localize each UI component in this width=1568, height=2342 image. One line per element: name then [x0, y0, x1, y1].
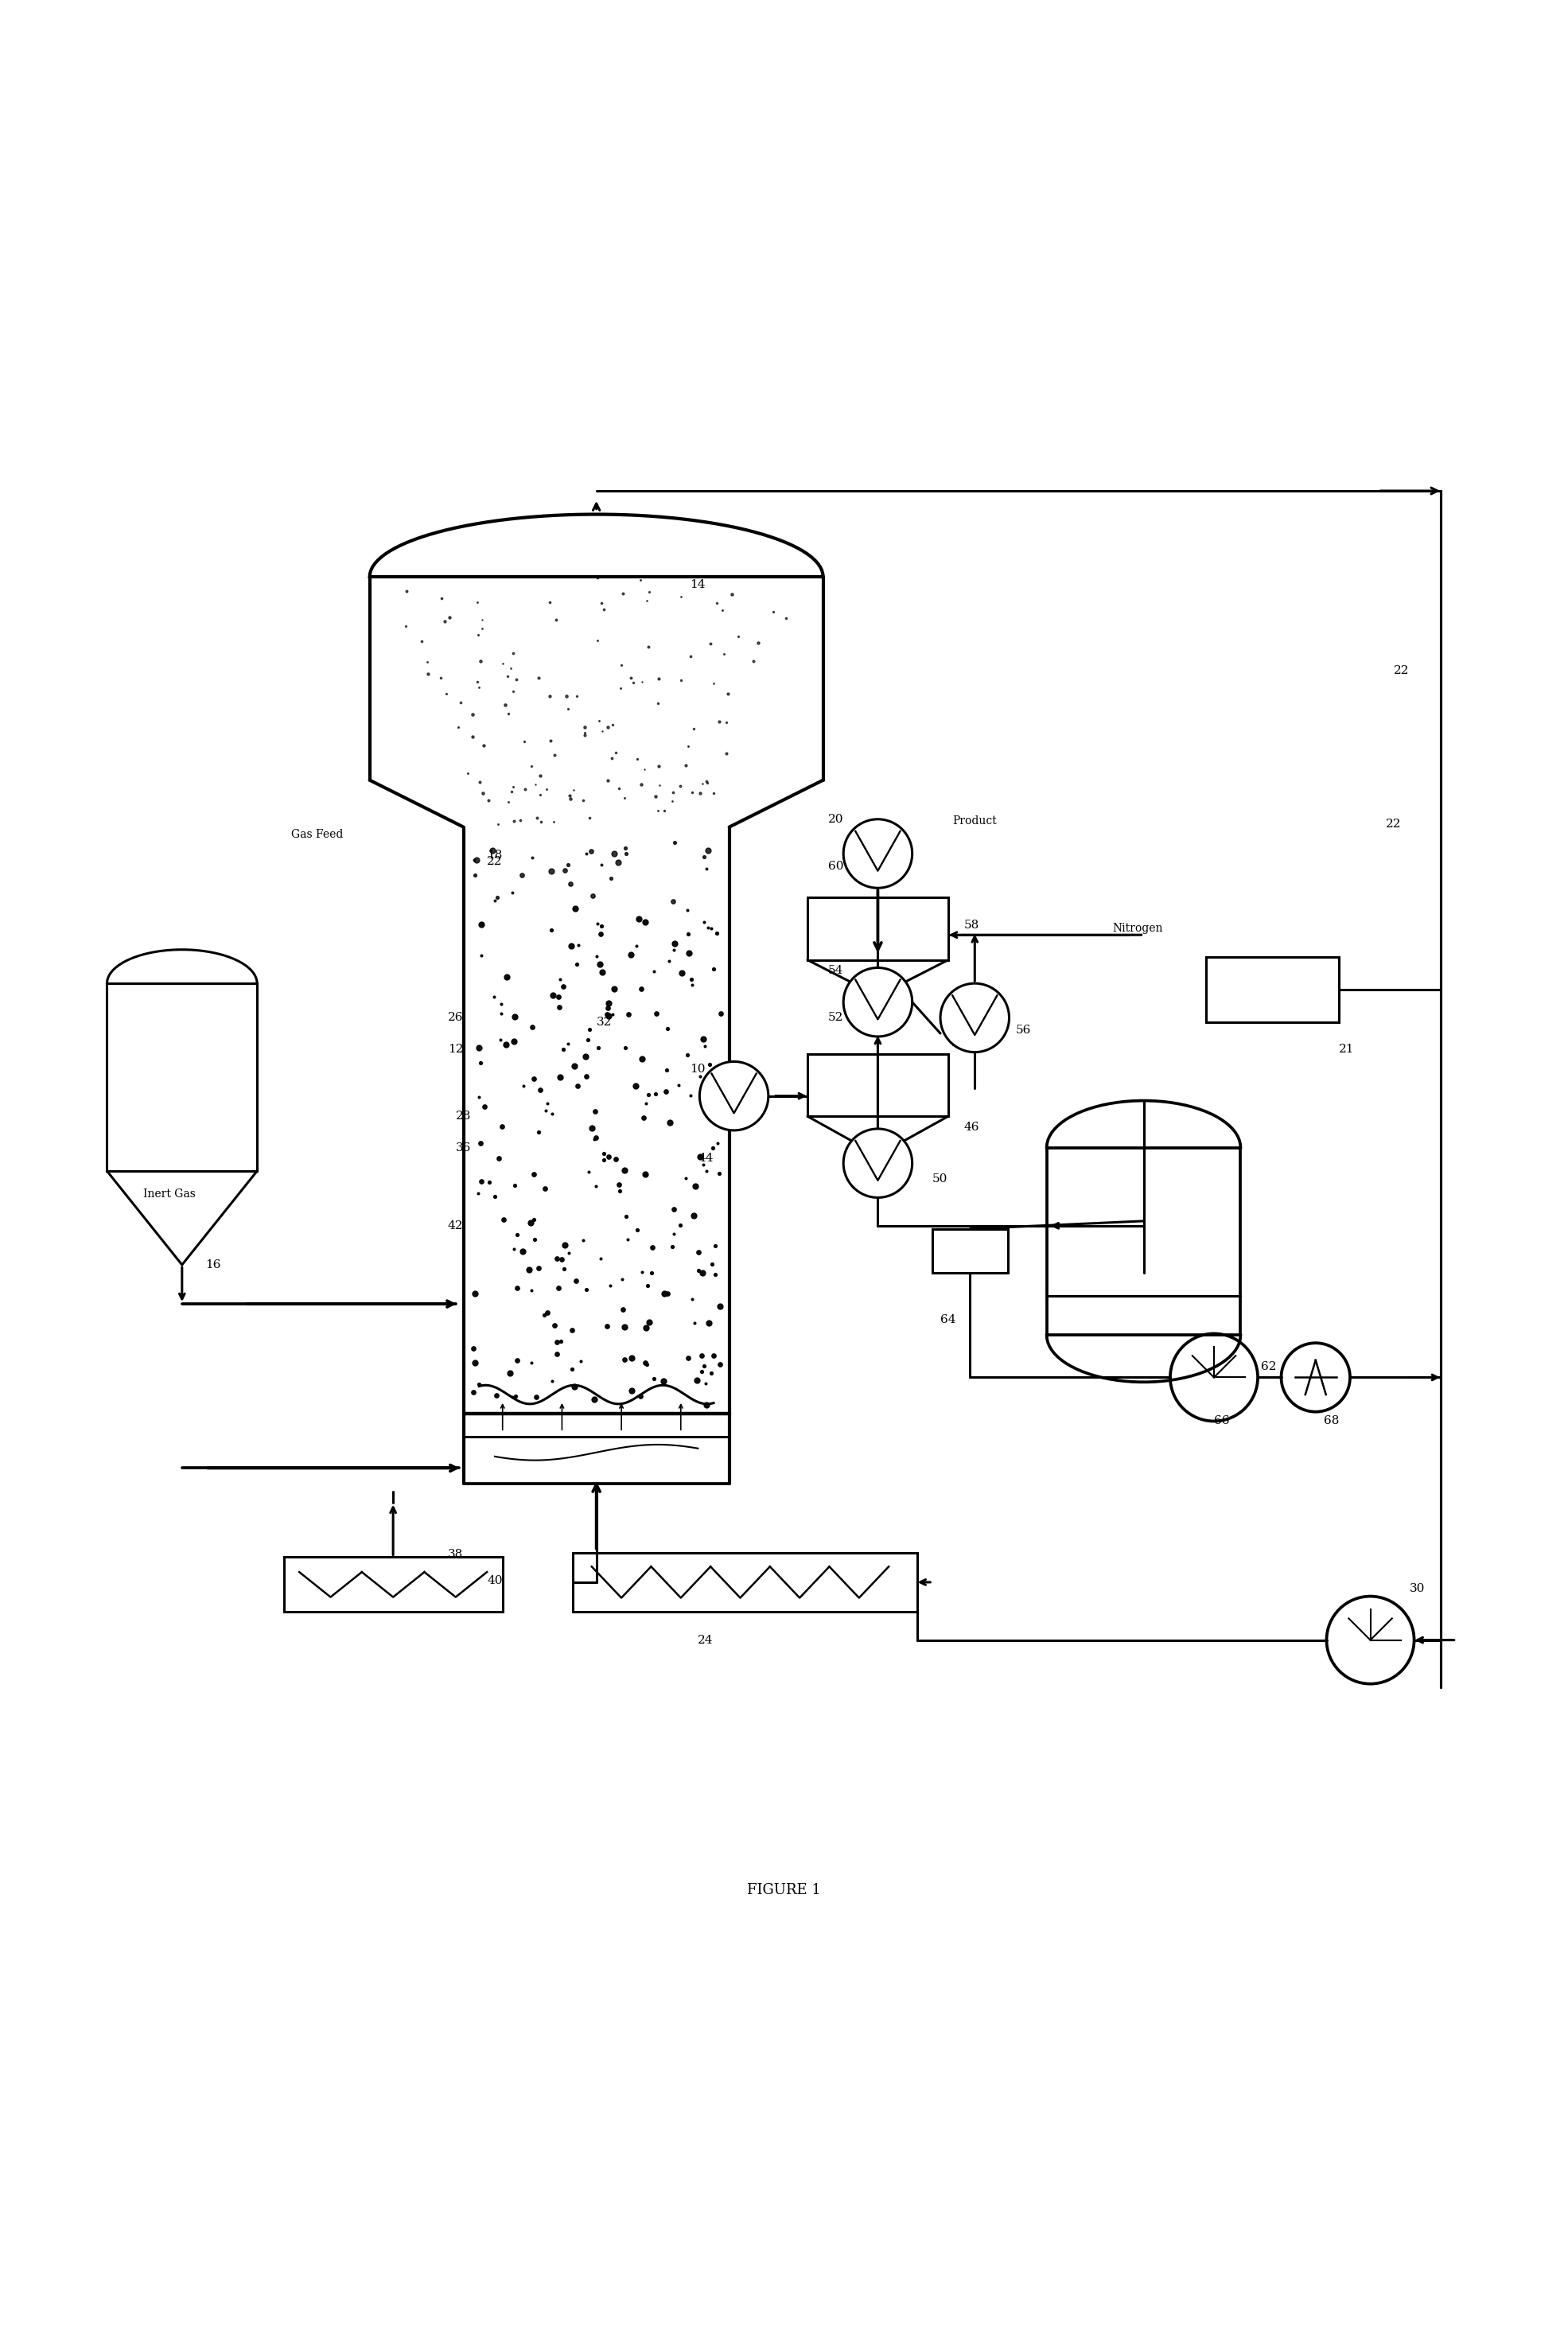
- Text: 56: 56: [1016, 1026, 1030, 1035]
- Text: 66: 66: [1214, 1415, 1229, 1426]
- Text: 21: 21: [1339, 1045, 1355, 1054]
- Circle shape: [699, 1061, 768, 1131]
- Text: 30: 30: [1410, 1583, 1425, 1595]
- Text: 26: 26: [448, 1012, 463, 1023]
- Text: FIGURE 1: FIGURE 1: [746, 1883, 822, 1897]
- Text: 32: 32: [596, 1016, 612, 1028]
- Text: 46: 46: [964, 1122, 980, 1134]
- Bar: [808, 897, 949, 960]
- Circle shape: [844, 820, 913, 888]
- Bar: [107, 984, 257, 1171]
- Text: 60: 60: [828, 860, 844, 871]
- Text: 50: 50: [933, 1173, 949, 1185]
- Text: 24: 24: [698, 1635, 713, 1646]
- Text: Product: Product: [953, 815, 997, 827]
- Bar: [284, 1557, 503, 1611]
- Text: 36: 36: [456, 1143, 470, 1152]
- Text: 38: 38: [448, 1548, 463, 1560]
- Text: Inert Gas: Inert Gas: [143, 1190, 196, 1199]
- Circle shape: [844, 1129, 913, 1197]
- Text: 42: 42: [448, 1220, 463, 1232]
- Text: 22: 22: [1394, 665, 1410, 677]
- Bar: [808, 1054, 949, 1117]
- Text: 44: 44: [698, 1152, 713, 1164]
- Text: 52: 52: [828, 1012, 844, 1023]
- Text: Vent: Vent: [949, 1038, 974, 1049]
- Bar: [1047, 1148, 1240, 1335]
- Text: Nitrogen: Nitrogen: [1112, 923, 1163, 934]
- Circle shape: [941, 984, 1010, 1052]
- Text: Gas Feed: Gas Feed: [292, 829, 343, 841]
- Text: 68: 68: [1323, 1415, 1339, 1426]
- Text: 20: 20: [828, 813, 844, 824]
- Text: 58: 58: [964, 920, 978, 932]
- Text: 54: 54: [828, 965, 844, 977]
- Text: 18: 18: [488, 850, 502, 862]
- Text: 10: 10: [690, 1063, 706, 1075]
- Text: 22: 22: [488, 855, 502, 867]
- Bar: [933, 1230, 1008, 1272]
- Text: 40: 40: [488, 1576, 502, 1586]
- Bar: [572, 1553, 917, 1611]
- Text: 28: 28: [456, 1110, 470, 1122]
- Text: 14: 14: [690, 578, 706, 590]
- Text: 62: 62: [1261, 1361, 1276, 1372]
- Text: 22: 22: [1386, 817, 1402, 829]
- Text: 16: 16: [205, 1260, 221, 1269]
- Text: 12: 12: [448, 1045, 463, 1054]
- Text: 64: 64: [941, 1314, 956, 1326]
- Text: 48: 48: [710, 1110, 726, 1122]
- Circle shape: [844, 967, 913, 1038]
- Bar: [1206, 958, 1339, 1023]
